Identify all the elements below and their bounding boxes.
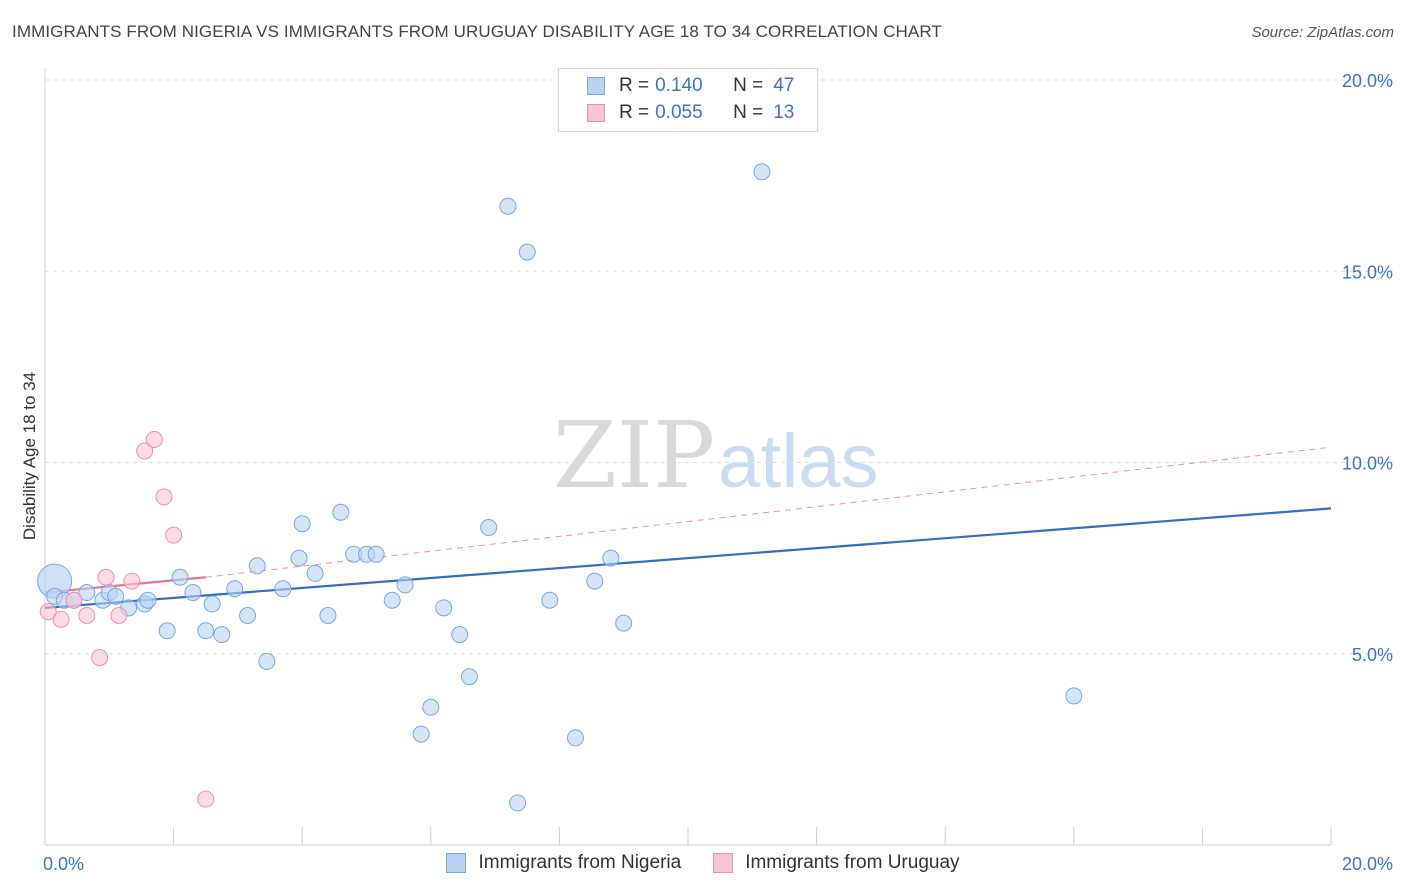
source-label: Source: ZipAtlas.com: [1251, 24, 1394, 41]
tick-labels: 5.0% 10.0% 15.0% 20.0% 0.0% 20.0%: [43, 71, 1393, 874]
nigeria-point: [184, 584, 202, 602]
uruguay-point: [197, 790, 215, 808]
n-value: 13: [773, 102, 795, 123]
uruguay-point: [165, 526, 183, 544]
y-tick-label: 20.0%: [1342, 71, 1393, 91]
nigeria-swatch: [587, 77, 605, 95]
nigeria-point: [412, 725, 430, 743]
uruguay-point: [110, 607, 128, 624]
uruguay-point: [136, 442, 154, 460]
y-tick-label: 5.0%: [1352, 645, 1393, 665]
nigeria-legend-label: Immigrants from Nigeria: [478, 852, 682, 873]
nigeria-point: [197, 622, 215, 640]
nigeria-point: [460, 668, 478, 686]
n-value: 47: [773, 75, 795, 96]
nigeria-point: [509, 794, 527, 812]
nigeria-point: [107, 587, 125, 605]
uruguay-point: [91, 649, 109, 667]
uruguay-point: [52, 610, 70, 628]
uruguay-legend-swatch: [713, 853, 734, 873]
stats-legend: R = 0.140 N = 47 R = 0.055 N = 13: [558, 68, 818, 132]
legend-row-uruguay: R = 0.055 N = 13: [587, 100, 794, 126]
uruguay-trend-extension: [205, 446, 1332, 578]
nigeria-point: [1065, 687, 1083, 705]
nigeria-point: [518, 243, 536, 261]
nigeria-point: [396, 576, 414, 594]
uruguay-point: [39, 603, 57, 621]
r-value: 0.140: [655, 75, 703, 96]
nigeria-point: [566, 729, 584, 747]
n-label: N =: [733, 75, 764, 96]
gridlines: [45, 79, 1394, 655]
nigeria-point: [435, 599, 453, 617]
uruguay-point: [145, 431, 163, 449]
nigeria-point: [332, 503, 350, 521]
uruguay-point: [78, 607, 96, 624]
legend-item-nigeria: Immigrants from Nigeria: [446, 852, 681, 874]
nigeria-legend-swatch: [446, 853, 467, 873]
nigeria-point: [203, 595, 221, 613]
n-label: N =: [733, 102, 764, 123]
nigeria-point: [290, 549, 308, 567]
uruguay-swatch: [587, 104, 605, 122]
nigeria-point: [248, 557, 266, 575]
data-points: [37, 163, 1083, 812]
x-tick-label: 20.0%: [1342, 854, 1393, 874]
uruguay-point: [123, 572, 141, 590]
nigeria-point: [213, 626, 231, 644]
nigeria-point: [451, 626, 469, 644]
y-tick-label: 15.0%: [1342, 262, 1393, 282]
nigeria-point: [422, 698, 440, 716]
legend-item-uruguay: Immigrants from Uruguay: [713, 852, 960, 874]
series-legend: Immigrants from Nigeria Immigrants from …: [0, 852, 1406, 874]
nigeria-point: [171, 568, 189, 586]
nigeria-point: [383, 591, 401, 609]
nigeria-point: [480, 519, 498, 537]
nigeria-point: [258, 652, 276, 670]
nigeria-point: [293, 515, 311, 533]
r-label: R =: [619, 102, 650, 123]
watermark: ZIP atlas: [553, 402, 879, 509]
nigeria-point: [239, 607, 257, 624]
uruguay-point: [97, 568, 115, 586]
uruguay-point: [65, 591, 83, 609]
nigeria-point: [367, 545, 385, 563]
nigeria-point: [158, 622, 176, 640]
uruguay-legend-label: Immigrants from Uruguay: [745, 852, 960, 873]
nigeria-point: [319, 607, 337, 624]
nigeria-trend-line: [44, 507, 1332, 609]
nigeria-point: [226, 580, 244, 598]
nigeria-point: [78, 584, 96, 602]
nigeria-point: [602, 549, 620, 567]
nigeria-point: [139, 591, 157, 609]
r-label: R =: [619, 75, 650, 96]
nigeria-point: [306, 564, 324, 582]
nigeria-point: [541, 591, 559, 609]
nigeria-point: [615, 614, 633, 632]
y-tick-label: 10.0%: [1342, 454, 1393, 474]
nigeria-point: [499, 197, 517, 215]
nigeria-point: [274, 580, 292, 598]
uruguay-point: [155, 488, 173, 506]
chart-title: IMMIGRANTS FROM NIGERIA VS IMMIGRANTS FR…: [12, 22, 942, 41]
watermark-atlas: atlas: [718, 419, 879, 504]
legend-row-nigeria: R = 0.140 N = 47: [587, 73, 794, 99]
watermark-zip: ZIP: [553, 402, 715, 509]
x-tick-label: 0.0%: [43, 854, 84, 874]
r-value: 0.055: [655, 102, 703, 123]
axes: [44, 68, 1332, 846]
nigeria-point: [753, 163, 771, 181]
nigeria-point: [586, 572, 604, 590]
